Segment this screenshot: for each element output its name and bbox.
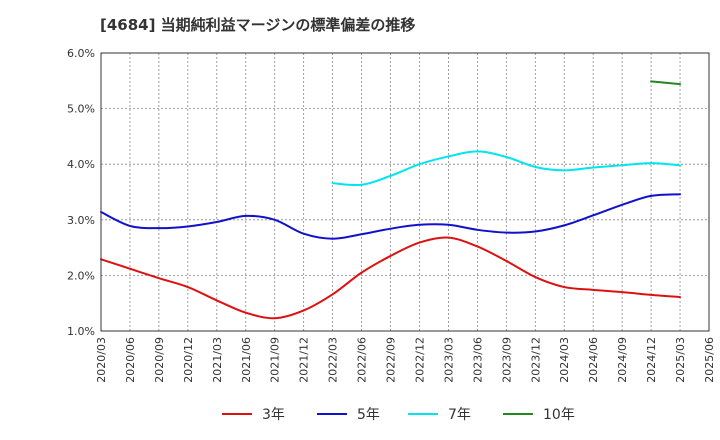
x-tick-label: 2023/06 [471, 337, 484, 383]
x-tick-label: 2022/06 [356, 337, 369, 383]
series-line-1 [100, 236, 682, 320]
x-tick-label: 2024/12 [645, 337, 658, 383]
x-tick-label: 2021/12 [298, 337, 311, 383]
y-tick-label: 2.0% [67, 269, 95, 282]
series-line-4 [650, 80, 682, 86]
plot-area [101, 53, 709, 331]
x-tick-label: 2022/12 [413, 337, 426, 383]
series-line-2 [100, 193, 682, 240]
legend-label: 7年 [448, 407, 471, 423]
x-tick-label: 2024/03 [558, 337, 571, 383]
x-tick-label: 2020/06 [124, 337, 137, 383]
x-tick-label: 2024/09 [616, 337, 629, 383]
x-tick-label: 2020/03 [95, 337, 108, 383]
y-tick-label: 1.0% [67, 325, 95, 338]
x-tick-label: 2023/09 [500, 337, 513, 383]
series-lines [100, 80, 682, 320]
chart-title: [4684] 当期純利益マージンの標準偏差の推移 [100, 16, 415, 34]
x-tick-label: 2024/06 [587, 337, 600, 383]
y-tick-label: 4.0% [67, 158, 95, 171]
x-tick-label: 2023/12 [529, 337, 542, 383]
legend-label: 3年 [262, 407, 285, 423]
y-tick-label: 5.0% [67, 103, 95, 116]
x-tick-label: 2020/12 [182, 337, 195, 383]
series-line-3 [331, 150, 682, 187]
x-tick-label: 2021/06 [240, 337, 253, 383]
y-tick-label: 3.0% [67, 214, 95, 227]
y-tick-label: 6.0% [67, 47, 95, 60]
x-tick-label: 2021/03 [211, 337, 224, 383]
legend: 3年 5年 7年 10年 [222, 407, 575, 423]
x-tick-label: 2022/09 [385, 337, 398, 383]
x-tick-label: 2020/09 [153, 337, 166, 383]
x-tick-label: 2025/03 [674, 337, 687, 383]
x-tick-label: 2025/06 [703, 337, 716, 383]
x-tick-label: 2023/03 [442, 337, 455, 383]
legend-label: 5年 [357, 407, 380, 423]
x-tick-label: 2022/03 [327, 337, 340, 383]
x-axis-ticks: 2020/03 2020/06 2020/09 2020/12 2021/03 2021/… [95, 337, 716, 383]
x-tick-label: 2021/09 [269, 337, 282, 383]
plot-border [100, 52, 710, 332]
legend-label: 10年 [543, 407, 575, 423]
y-axis-ticks: 1.0% 2.0% 3.0% 4.0% 5.0% 6.0% [67, 47, 95, 338]
